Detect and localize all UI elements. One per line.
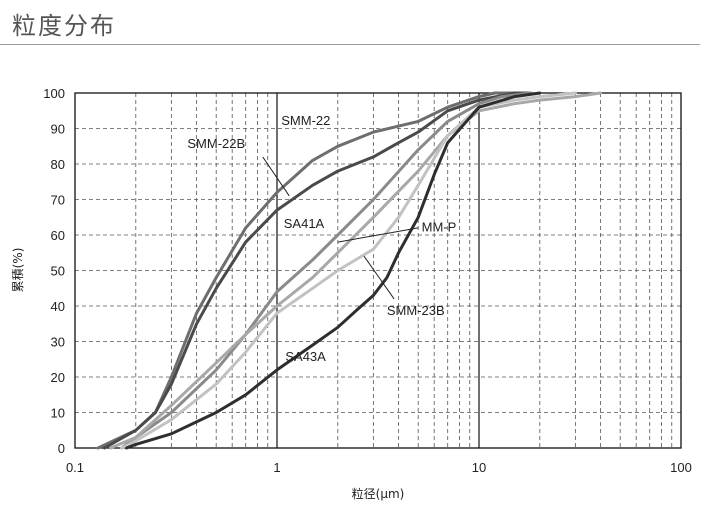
title-divider <box>0 44 700 45</box>
series-label-smm-23b: SMM-23B <box>387 303 445 318</box>
y-tick-label: 50 <box>51 264 65 279</box>
series-labels: SMM-22 SMM-22B SA41A MM-P SMM-23B SA43A <box>187 113 456 364</box>
chart-series-group <box>96 91 603 450</box>
series-line-smm-22 <box>96 91 517 450</box>
x-axis-ticks: 0.1 1 10 100 <box>66 460 692 475</box>
series-line-sa41a <box>120 91 533 450</box>
y-tick-label: 30 <box>51 335 65 350</box>
chart-grid <box>75 93 681 448</box>
series-label-smm-22: SMM-22 <box>281 113 330 128</box>
y-tick-label: 80 <box>51 157 65 172</box>
leader-line-smm-22b <box>262 156 290 197</box>
series-label-sa41a: SA41A <box>284 216 325 231</box>
plot-area-frame <box>74 92 682 449</box>
y-tick-label: 100 <box>43 86 65 101</box>
y-tick-label: 10 <box>51 406 65 421</box>
series-line-mm-p <box>109 91 603 450</box>
label-leader-lines <box>262 156 419 300</box>
x-tick-label: 0.1 <box>66 460 84 475</box>
page-title: 粒度分布 <box>12 12 116 40</box>
x-tick-label: 100 <box>670 460 692 475</box>
y-tick-label: 0 <box>58 441 65 456</box>
leader-line-mm-p <box>337 227 419 243</box>
y-tick-label: 70 <box>51 193 65 208</box>
y-axis-title: 累積(%) <box>10 248 25 293</box>
x-tick-label: 1 <box>273 460 280 475</box>
series-line-smm-23b <box>120 91 577 450</box>
series-line-smm-22b <box>103 91 533 450</box>
series-label-smm-22b: SMM-22B <box>187 136 245 151</box>
series-label-sa43a: SA43A <box>285 349 326 364</box>
x-axis-title: 粒径(μm) <box>352 486 405 501</box>
y-tick-label: 60 <box>51 228 65 243</box>
x-tick-label: 10 <box>472 460 486 475</box>
series-label-mm-p: MM-P <box>422 219 457 234</box>
y-tick-label: 90 <box>51 122 65 137</box>
y-tick-label: 40 <box>51 299 65 314</box>
series-line-sa43a <box>125 91 542 450</box>
y-axis-ticks: 0 10 20 30 40 50 60 70 80 90 100 <box>43 86 65 456</box>
leader-line-smm-23b <box>363 256 395 300</box>
y-tick-label: 20 <box>51 370 65 385</box>
